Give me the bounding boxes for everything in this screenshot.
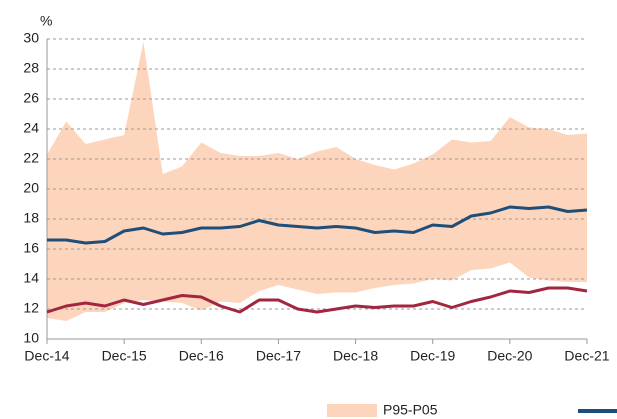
y-tick-label: 24 (23, 120, 39, 136)
y-tick-label: 18 (23, 210, 39, 226)
x-tick-label: Dec-17 (256, 348, 301, 364)
y-axis-label: % (40, 13, 52, 29)
x-tick-label: Dec-21 (564, 348, 609, 364)
x-tick-label: Dec-15 (102, 348, 147, 364)
y-tick-label: 10 (23, 330, 39, 346)
y-tick-label: 16 (23, 240, 39, 256)
x-tick-label: Dec-16 (179, 348, 224, 364)
x-tick-label: Dec-19 (410, 348, 455, 364)
band-area (47, 42, 587, 321)
x-tick-label: Dec-14 (24, 348, 69, 364)
y-tick-label: 30 (23, 30, 39, 46)
legend-swatch (327, 404, 377, 417)
y-tick-label: 14 (23, 270, 39, 286)
y-tick-label: 28 (23, 60, 39, 76)
line-series (47, 205, 588, 245)
y-tick-label: 26 (23, 90, 39, 106)
line-series (46, 286, 588, 314)
y-tick-label: 20 (23, 180, 39, 196)
y-tick-label: 12 (23, 300, 39, 316)
legend-label: P95-P05 (383, 402, 438, 418)
x-tick-label: Dec-18 (333, 348, 378, 364)
x-tick-label: Dec-20 (487, 348, 532, 364)
y-tick-label: 22 (23, 150, 39, 166)
